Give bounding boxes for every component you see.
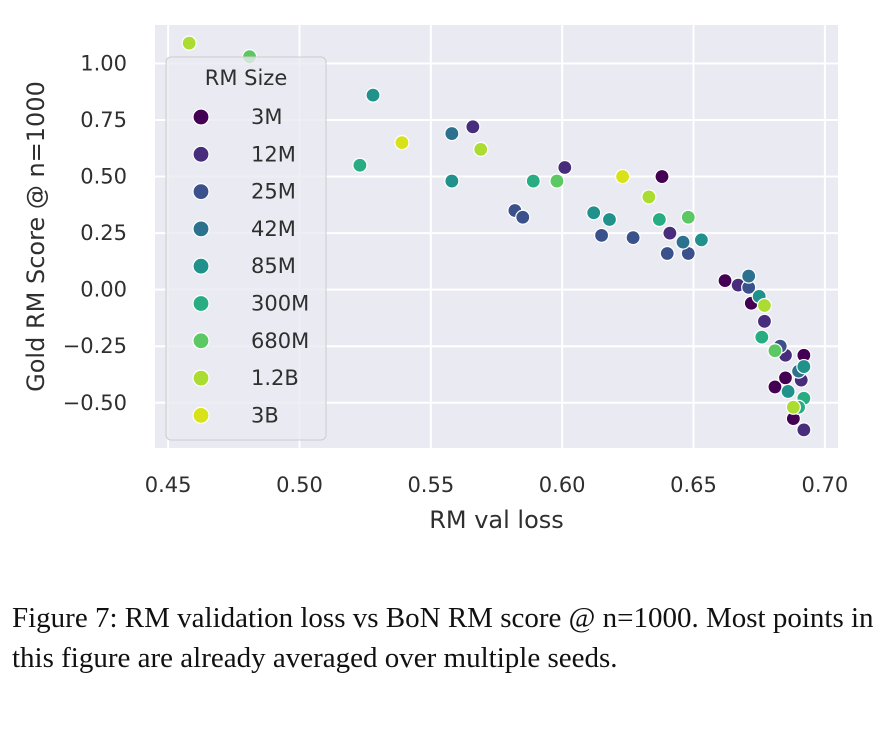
data-point xyxy=(525,173,541,189)
data-point xyxy=(593,227,610,243)
legend-entry: 25M xyxy=(251,180,296,204)
data-point xyxy=(659,245,675,262)
data-point xyxy=(796,422,812,438)
data-point xyxy=(680,209,696,225)
data-point xyxy=(741,268,757,284)
data-point xyxy=(365,87,381,103)
legend-entry: 300M xyxy=(251,292,309,316)
x-tick-label: 0.45 xyxy=(145,473,192,497)
legend-marker xyxy=(192,108,210,126)
y-tick-label: 1.00 xyxy=(80,51,127,75)
y-tick-label: 0.50 xyxy=(80,165,127,189)
x-tick-label: 0.50 xyxy=(276,473,323,497)
data-point xyxy=(394,135,410,151)
data-point xyxy=(181,35,197,51)
legend-entry: 85M xyxy=(251,254,296,278)
data-point xyxy=(780,383,796,400)
data-point xyxy=(693,232,710,248)
x-tick-label: 0.55 xyxy=(407,473,454,497)
data-point xyxy=(662,225,678,241)
data-point xyxy=(473,141,489,158)
legend-title: RM Size xyxy=(205,66,288,90)
tick-labels: 0.45 0.50 0.55 0.60 0.65 0.70 1.00 0.75 0.50 0.25… xyxy=(63,51,849,497)
legend-entry: 3B xyxy=(251,403,279,427)
data-point xyxy=(654,168,670,185)
data-point xyxy=(601,211,618,228)
data-point xyxy=(756,313,773,329)
y-tick-label: 0.25 xyxy=(80,221,127,245)
legend-marker xyxy=(192,406,210,424)
y-tick-label: −0.50 xyxy=(63,391,127,415)
data-point xyxy=(625,230,641,246)
data-point xyxy=(767,379,783,395)
y-tick-label: −0.25 xyxy=(63,334,127,358)
legend-marker xyxy=(192,183,210,201)
data-point xyxy=(796,358,812,375)
y-tick-label: 0.00 xyxy=(80,278,127,302)
data-point xyxy=(557,159,573,176)
x-tick-label: 0.70 xyxy=(801,473,848,497)
data-point xyxy=(515,209,531,225)
data-point xyxy=(586,205,602,221)
legend-marker xyxy=(192,145,210,163)
x-axis-label: RM val loss xyxy=(429,506,564,534)
legend-entry: 680M xyxy=(251,329,309,353)
legend-entry: 12M xyxy=(251,142,296,166)
data-point xyxy=(641,189,657,205)
data-point xyxy=(549,173,565,189)
data-point xyxy=(785,399,801,415)
data-point xyxy=(651,211,667,228)
legend-entry: 42M xyxy=(251,217,296,241)
legend-marker xyxy=(192,369,210,387)
chart: 0.45 0.50 0.55 0.60 0.65 0.70 1.00 0.75 0.50 0.25… xyxy=(22,25,849,534)
data-point xyxy=(777,370,794,386)
data-point xyxy=(614,168,631,185)
legend-marker xyxy=(192,257,210,275)
x-tick-label: 0.60 xyxy=(539,473,586,497)
legend-marker xyxy=(192,294,210,313)
legend-box xyxy=(165,56,327,441)
legend-marker xyxy=(192,332,210,350)
data-point xyxy=(352,157,368,173)
y-axis-label: Gold RM Score @ n=1000 xyxy=(22,81,50,392)
legend-entry: 1.2B xyxy=(251,366,299,390)
scatter-chart-svg: 0.45 0.50 0.55 0.60 0.65 0.70 1.00 0.75 0.50 0.25… xyxy=(22,25,849,534)
data-point xyxy=(717,273,733,289)
y-tick-label: 0.75 xyxy=(80,108,127,132)
data-point xyxy=(756,297,773,314)
figure-caption: Figure 7: RM validation loss vs BoN RM s… xyxy=(12,602,874,674)
data-point xyxy=(444,173,460,189)
legend-marker xyxy=(192,220,210,238)
x-tick-label: 0.65 xyxy=(670,473,717,497)
data-point xyxy=(444,125,460,142)
legend: RM Size 3M 12M 25M 42M 85M 300M 680M 1.2B 3B xyxy=(165,56,327,441)
data-point xyxy=(675,234,691,250)
data-point xyxy=(767,343,783,359)
legend-entry: 3M xyxy=(251,105,282,129)
data-point xyxy=(465,119,481,135)
data-point xyxy=(754,329,770,345)
